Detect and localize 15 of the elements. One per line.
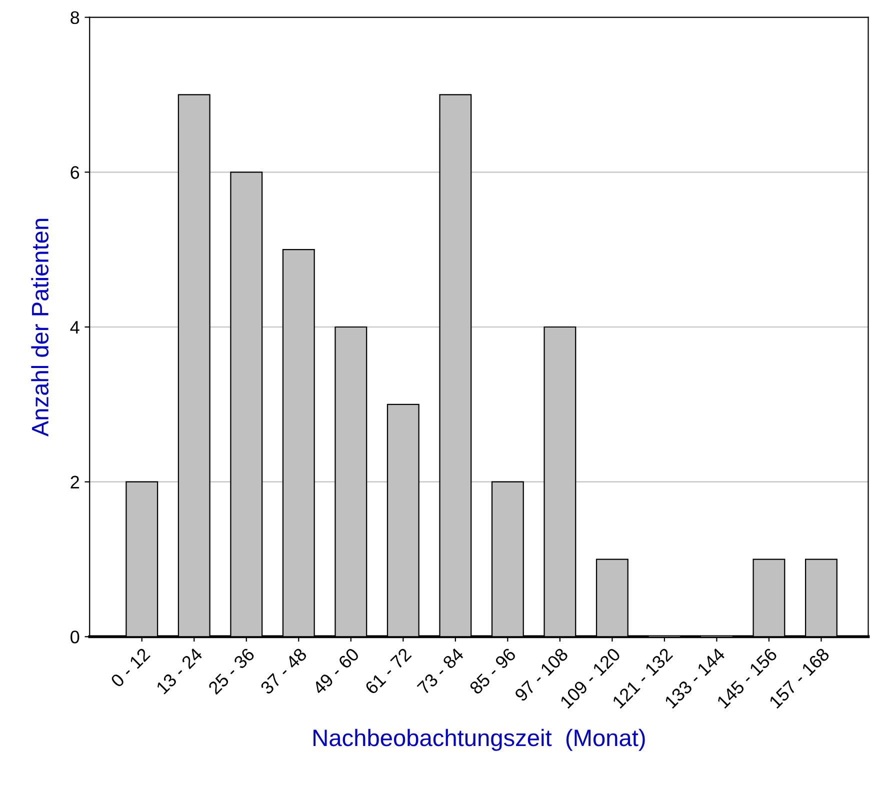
y-tick-label: 6 — [70, 166, 80, 179]
y-tick-label: 0 — [70, 630, 80, 644]
x-axis-title: Nachbeobachtungszeit (Monat) — [314, 728, 645, 751]
x-tick-label: 61 - 72 — [364, 647, 412, 695]
y-tick-label: 2 — [70, 476, 79, 488]
y-axis-title: Anzahl der Patienten — [31, 218, 49, 437]
y-tick-label: 8 — [70, 11, 80, 24]
x-tick-label: 37 - 48 — [260, 647, 308, 696]
x-tick-label: 13 - 24 — [156, 647, 204, 695]
x-tick-label: 0 - 12 — [110, 647, 151, 688]
x-tick-label: 73 - 84 — [416, 647, 464, 695]
x-tick-label: 49 - 60 — [312, 647, 360, 696]
x-tick-label: 85 - 96 — [468, 647, 516, 695]
y-tick-label: 4 — [70, 321, 80, 334]
x-tick-label: 25 - 36 — [208, 647, 256, 695]
